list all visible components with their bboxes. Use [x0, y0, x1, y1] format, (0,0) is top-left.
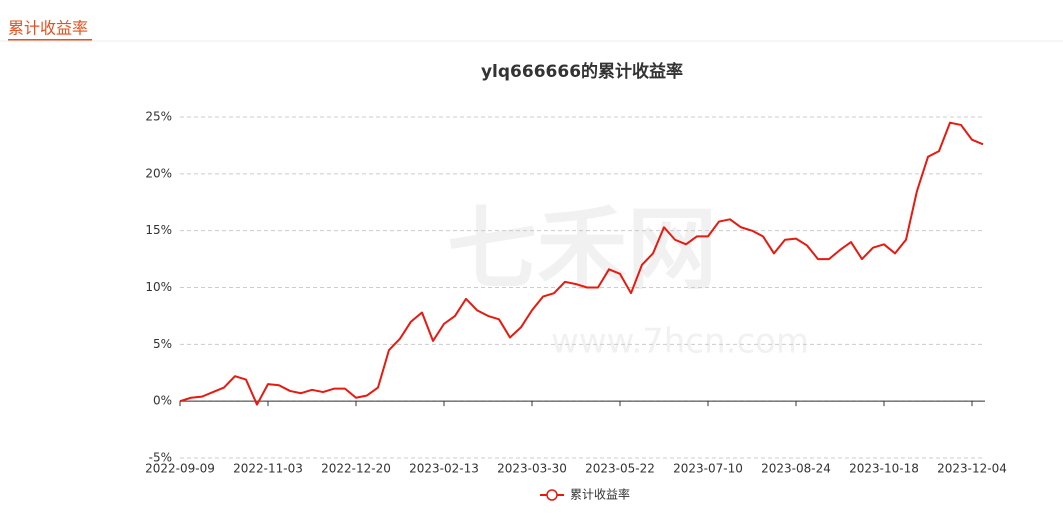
y-tick-label: 25%: [145, 110, 172, 124]
x-tick-label: 2023-03-30: [497, 462, 567, 476]
x-tick-label: 2022-12-20: [321, 462, 391, 476]
y-tick-label: 20%: [145, 166, 172, 180]
watermark-site: www.7hcn.com: [551, 322, 809, 362]
x-tick-label: 2022-09-09: [145, 462, 215, 476]
legend-label: 累计收益率: [570, 487, 630, 502]
y-tick-label: 10%: [145, 280, 172, 294]
x-tick-label: 2023-10-18: [849, 462, 919, 476]
x-tick-label: 2023-07-10: [673, 462, 743, 476]
x-tick-label: 2023-02-13: [409, 462, 479, 476]
y-tick-label: 0%: [153, 394, 172, 408]
y-tick-label: 15%: [145, 223, 172, 237]
y-tick-label: 5%: [153, 337, 172, 351]
x-tick-label: 2023-05-22: [585, 462, 655, 476]
x-tick-label: 2023-12-04: [937, 462, 1007, 476]
y-tick-label: -5%: [149, 451, 172, 465]
x-tick-label: 2023-08-24: [761, 462, 831, 476]
watermark-logo: 七禾网: [447, 197, 717, 302]
x-tick-label: 2022-11-03: [233, 462, 303, 476]
chart-title: ylq666666的累计收益率: [481, 61, 683, 82]
series-line: [179, 121, 984, 406]
legend-marker: [546, 489, 558, 501]
tab-title[interactable]: 累计收益率: [8, 19, 88, 38]
